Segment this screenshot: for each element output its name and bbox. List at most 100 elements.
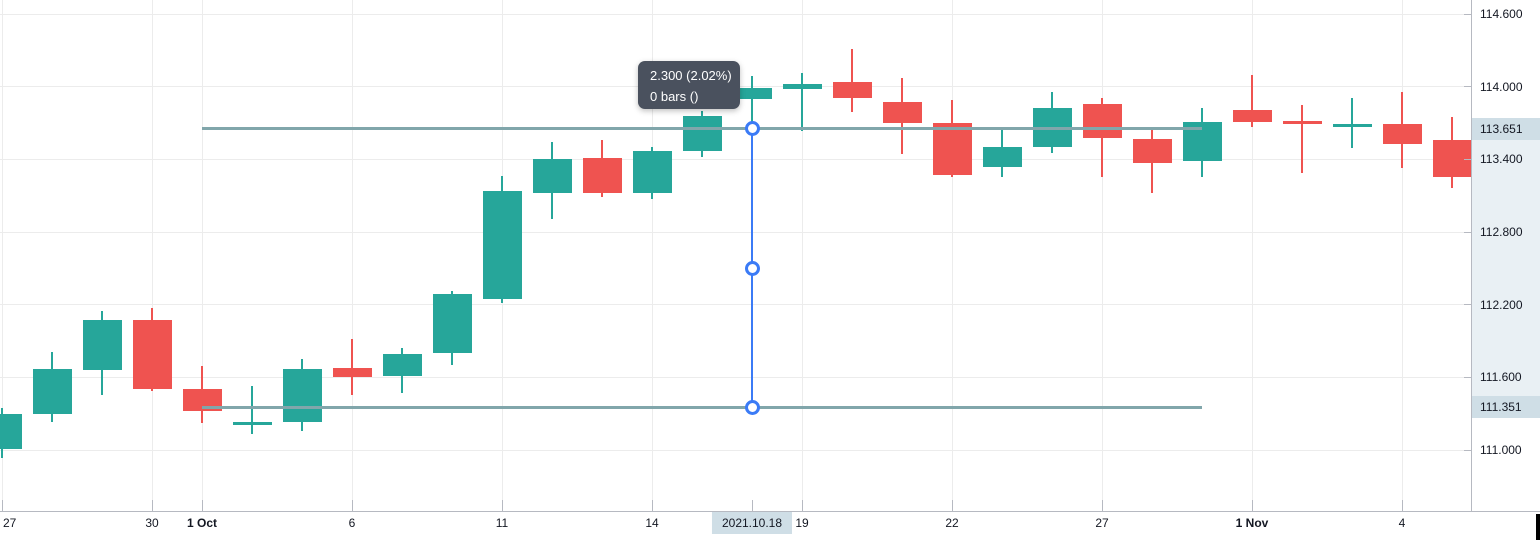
- candle: [682, 115, 722, 151]
- time-axis-label: 27: [3, 516, 17, 530]
- h-gridline: [0, 304, 1471, 306]
- time-axis-label: 14: [645, 516, 659, 530]
- h-gridline: [0, 449, 1471, 451]
- candle-wick: [1101, 97, 1103, 178]
- candle: [732, 87, 772, 99]
- time-axis-border: [0, 511, 1540, 512]
- candle: [532, 159, 572, 194]
- time-axis-label: 1 Nov: [1235, 516, 1269, 530]
- time-axis-label: 11: [495, 516, 509, 530]
- price-axis-label: 114.000: [1480, 79, 1523, 94]
- measure-tooltip-change: 2.300 (2.02%): [650, 68, 732, 83]
- price-axis-label: 114.600: [1480, 7, 1523, 21]
- price-axis-label: 112.200: [1480, 297, 1523, 312]
- time-tick-mark: [1102, 500, 1103, 511]
- time-tick-mark: [652, 500, 653, 511]
- candle: [1232, 109, 1272, 122]
- candle-wick: [251, 385, 253, 435]
- h-gridline: [0, 376, 1471, 378]
- candle: [882, 102, 922, 123]
- time-axis-label: 6: [348, 516, 356, 530]
- candle: [182, 389, 222, 412]
- v-gridline: [351, 0, 353, 511]
- time-tick-mark: [952, 500, 953, 511]
- measure-handle-top[interactable]: [744, 121, 760, 137]
- time-axis-label: 19: [795, 516, 809, 530]
- price-tick-mark: [1464, 231, 1471, 233]
- candle: [82, 320, 122, 371]
- candle: [132, 320, 172, 390]
- candle-wick: [1301, 104, 1303, 173]
- price-axis-selection-band: [1472, 139, 1540, 397]
- candle-wick: [751, 75, 753, 129]
- candle: [1282, 120, 1322, 125]
- candle: [632, 150, 672, 194]
- price-tick-mark: [1464, 86, 1471, 88]
- candle: [982, 147, 1022, 167]
- measure-handle-middle[interactable]: [744, 260, 760, 276]
- time-axis-label: 22: [945, 516, 959, 530]
- candle: [382, 354, 422, 377]
- horizontal-trend-line[interactable]: [202, 127, 1202, 131]
- time-tick-mark: [152, 500, 153, 511]
- candle: [1132, 138, 1172, 163]
- v-gridline: [201, 0, 203, 511]
- candle-wick: [351, 338, 353, 396]
- time-tick-mark: [502, 500, 503, 511]
- h-gridline: [0, 158, 1471, 160]
- candle: [782, 84, 822, 90]
- time-axis-label: 1 Oct: [186, 516, 218, 530]
- time-tick-mark: [202, 500, 203, 511]
- measure-tooltip: 2.300 (2.02%) 0 bars (): [638, 61, 740, 109]
- corner-mark: [1536, 514, 1540, 540]
- price-tick-mark: [1464, 158, 1471, 160]
- candle-wick: [1351, 97, 1353, 149]
- candle: [332, 367, 372, 378]
- price-axis-border: [1471, 0, 1472, 511]
- time-tick-mark: [2, 500, 3, 511]
- v-gridline: [801, 0, 803, 511]
- candle: [1432, 139, 1471, 178]
- time-axis-label: 27: [1095, 516, 1109, 530]
- horizontal-trend-line[interactable]: [202, 405, 1202, 409]
- time-axis-highlighted-label: 2021.10.18: [711, 512, 793, 534]
- v-gridline: [651, 0, 653, 511]
- v-gridline: [951, 0, 953, 511]
- price-tick-mark: [1464, 13, 1471, 15]
- price-axis-label: 112.800: [1480, 225, 1523, 239]
- candle-wick: [1251, 74, 1253, 127]
- candle-wick: [851, 49, 853, 113]
- candle: [582, 158, 622, 194]
- candle: [232, 422, 272, 425]
- candle: [1382, 124, 1422, 144]
- time-axis-label: 30: [145, 516, 159, 530]
- candle: [482, 190, 522, 299]
- price-tick-mark: [1464, 304, 1471, 306]
- price-axis-label: 111.000: [1480, 443, 1522, 457]
- plot-area[interactable]: [0, 0, 1471, 511]
- time-tick-mark: [1252, 500, 1253, 511]
- time-tick-mark: [352, 500, 353, 511]
- measure-tooltip-bars: 0 bars (): [650, 89, 699, 104]
- v-gridline: [1101, 0, 1103, 511]
- candle: [432, 293, 472, 354]
- price-tick-mark: [1464, 376, 1471, 378]
- time-tick-mark: [802, 500, 803, 511]
- time-tick-mark: [1402, 500, 1403, 511]
- v-gridline: [1251, 0, 1253, 511]
- v-gridline: [1401, 0, 1403, 511]
- candle: [1332, 124, 1372, 127]
- candle: [1082, 103, 1122, 138]
- h-gridline: [0, 13, 1471, 15]
- candle-wick: [801, 73, 803, 132]
- candle: [832, 81, 872, 98]
- candle: [282, 368, 322, 423]
- candle: [932, 123, 972, 176]
- time-tick-mark: [752, 500, 753, 511]
- candle: [0, 413, 22, 449]
- v-gridline: [151, 0, 153, 511]
- price-axis-highlighted-label: 111.351: [1472, 396, 1540, 419]
- measure-handle-bottom[interactable]: [744, 399, 760, 415]
- price-axis-highlighted-label: 113.651: [1472, 117, 1540, 140]
